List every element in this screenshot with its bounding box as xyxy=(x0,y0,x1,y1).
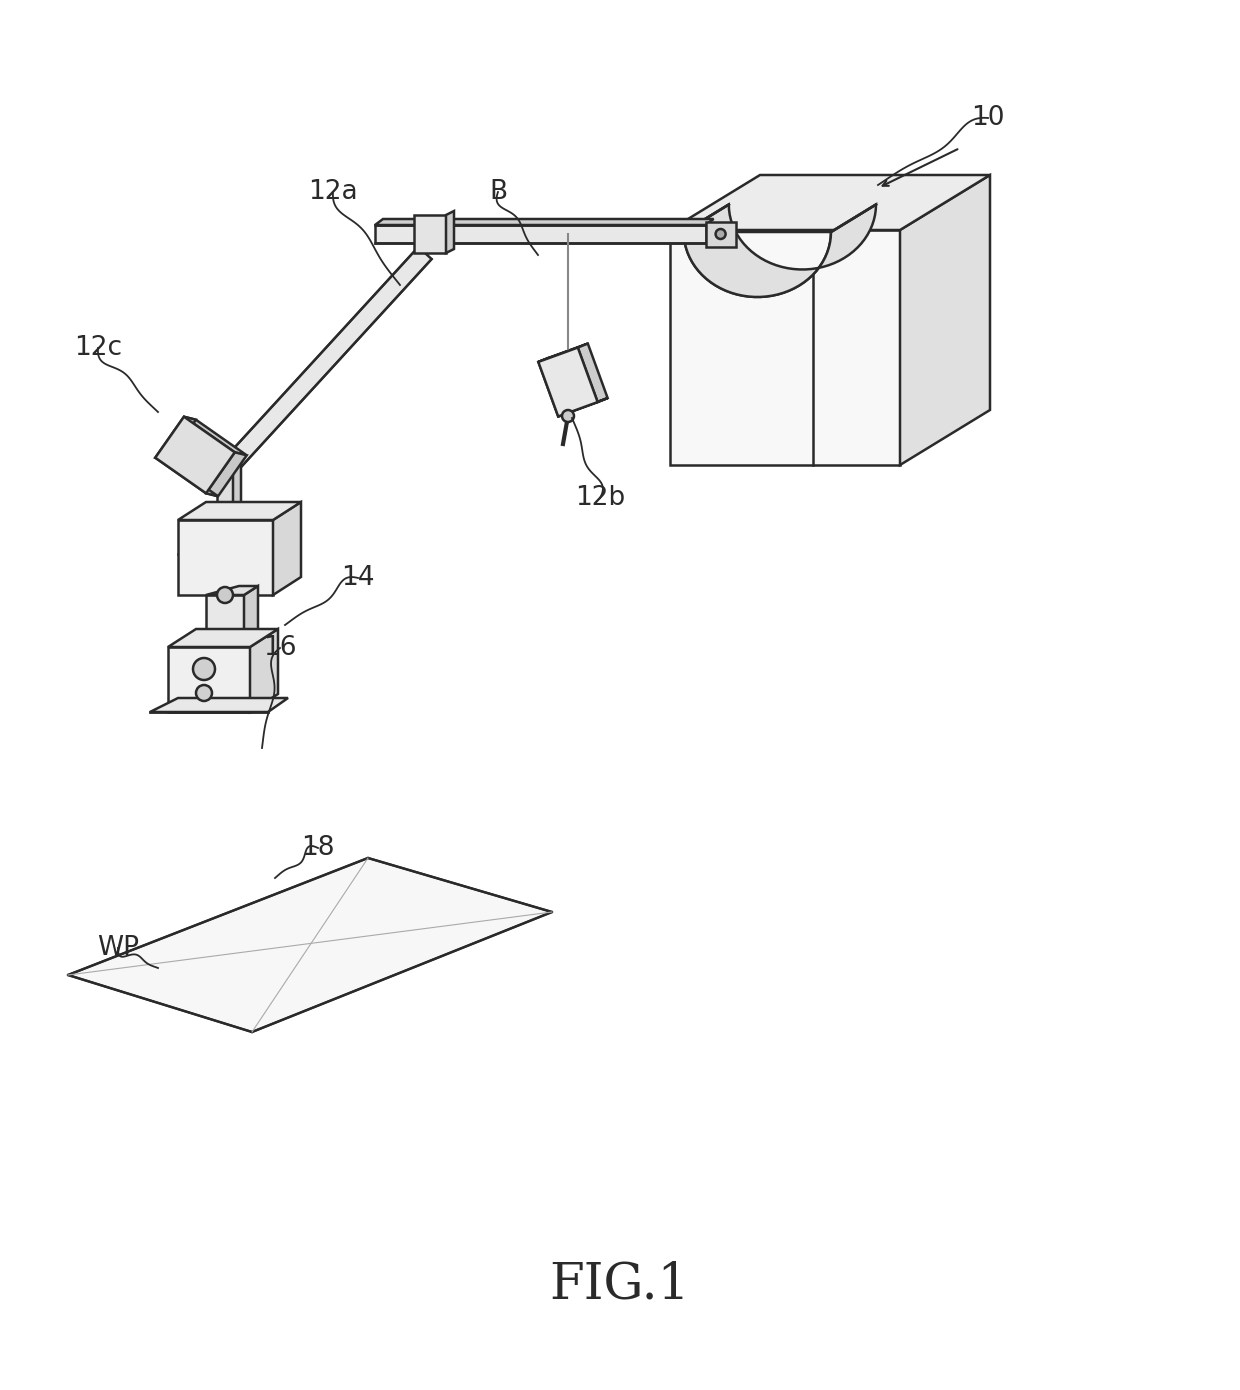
Polygon shape xyxy=(374,225,706,243)
Polygon shape xyxy=(558,398,608,417)
Polygon shape xyxy=(155,417,234,493)
Polygon shape xyxy=(538,359,568,417)
Text: FIG.1: FIG.1 xyxy=(549,1261,691,1309)
Text: 12b: 12b xyxy=(575,485,625,512)
Polygon shape xyxy=(578,343,608,402)
Polygon shape xyxy=(683,204,875,297)
Polygon shape xyxy=(68,858,552,1031)
Circle shape xyxy=(193,657,215,680)
Polygon shape xyxy=(184,417,247,456)
Circle shape xyxy=(217,587,233,603)
Polygon shape xyxy=(155,457,218,496)
Text: WP: WP xyxy=(97,935,139,960)
Circle shape xyxy=(715,229,725,239)
Text: 14: 14 xyxy=(341,564,374,591)
Polygon shape xyxy=(179,520,273,595)
Polygon shape xyxy=(167,630,278,646)
Polygon shape xyxy=(233,463,241,520)
Circle shape xyxy=(196,685,212,701)
Polygon shape xyxy=(250,630,278,712)
Polygon shape xyxy=(244,587,258,646)
Circle shape xyxy=(562,410,574,423)
Polygon shape xyxy=(217,468,233,520)
Polygon shape xyxy=(155,417,196,460)
Polygon shape xyxy=(683,232,831,297)
Polygon shape xyxy=(670,175,990,229)
Polygon shape xyxy=(706,222,735,247)
Text: 12c: 12c xyxy=(74,335,122,361)
Polygon shape xyxy=(374,220,713,225)
Text: 18: 18 xyxy=(301,835,335,860)
Polygon shape xyxy=(900,175,990,466)
Polygon shape xyxy=(670,229,900,466)
Polygon shape xyxy=(206,587,258,595)
Polygon shape xyxy=(179,502,301,520)
Polygon shape xyxy=(206,595,244,646)
Polygon shape xyxy=(222,247,432,474)
Polygon shape xyxy=(273,502,301,595)
Polygon shape xyxy=(446,211,454,253)
Polygon shape xyxy=(150,698,288,712)
Text: 10: 10 xyxy=(971,106,1004,131)
Polygon shape xyxy=(538,348,598,417)
Text: B: B xyxy=(489,179,507,204)
Polygon shape xyxy=(414,215,446,253)
Text: 12a: 12a xyxy=(309,179,358,204)
Polygon shape xyxy=(206,452,247,496)
Polygon shape xyxy=(167,646,250,712)
Text: 16: 16 xyxy=(263,635,296,662)
Polygon shape xyxy=(538,343,588,361)
